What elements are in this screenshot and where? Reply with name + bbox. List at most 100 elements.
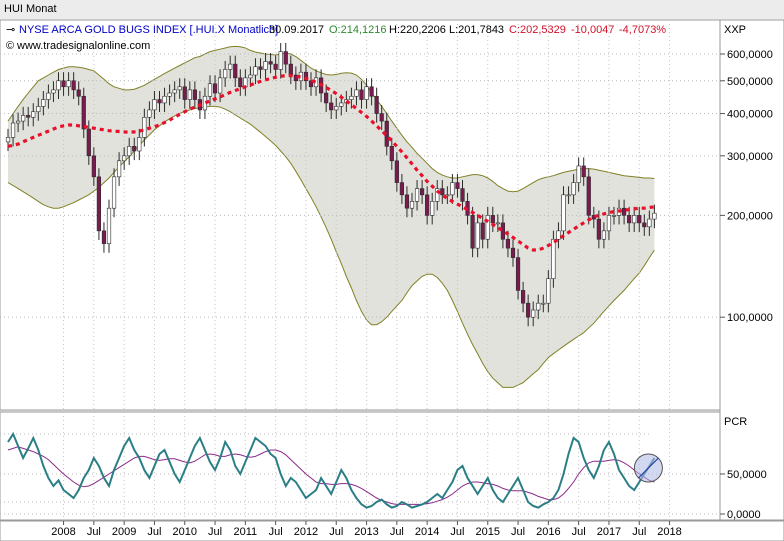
candle-body xyxy=(117,160,122,178)
x-tick-label: Jul xyxy=(87,526,101,538)
candle-body xyxy=(339,102,344,107)
header-close: C:202,5329 xyxy=(509,24,566,36)
candle-body xyxy=(127,146,132,157)
candle-body xyxy=(76,89,81,97)
candle-body xyxy=(329,102,334,111)
candle-body xyxy=(303,71,309,82)
candle-body xyxy=(41,99,46,107)
candle-body xyxy=(96,176,101,232)
price-tick-label: 200,0000 xyxy=(727,210,773,222)
candle-body xyxy=(475,222,480,249)
candle-body xyxy=(71,80,76,91)
x-tick-label: 2017 xyxy=(597,526,621,538)
candle-body xyxy=(470,215,475,249)
candle-body xyxy=(652,212,657,220)
candle-body xyxy=(510,247,516,258)
candle-body xyxy=(223,69,228,79)
candle-body xyxy=(531,309,536,318)
candle-body xyxy=(430,201,435,216)
candle-body xyxy=(324,92,329,104)
pcr-signal-line xyxy=(7,446,655,505)
price-tick-label: 300,0000 xyxy=(727,151,773,163)
candle-body xyxy=(122,155,127,162)
candle-body xyxy=(556,230,561,240)
candle-body xyxy=(561,194,566,232)
window-title-bar[interactable]: HUI Monat xyxy=(0,0,784,20)
candle-body xyxy=(21,115,26,122)
x-tick-label: 2014 xyxy=(415,526,439,538)
candle-body xyxy=(546,278,551,304)
bollinger-band-fill xyxy=(8,46,655,388)
bollinger-band-layer xyxy=(7,45,655,388)
candle-body xyxy=(571,182,576,196)
candle-body xyxy=(106,207,112,244)
candle-body xyxy=(606,215,612,232)
x-tick-label: 2008 xyxy=(51,526,75,538)
candle-body xyxy=(177,86,182,91)
candle-body xyxy=(137,137,142,152)
candle-body xyxy=(91,155,96,178)
candle-body xyxy=(425,194,430,216)
candle-body xyxy=(167,92,172,97)
candle-body xyxy=(283,51,288,65)
header-open: O:214,1216 xyxy=(329,24,387,36)
candle-body xyxy=(369,86,374,97)
pcr-lines-layer xyxy=(7,431,663,509)
candle-body xyxy=(490,215,495,224)
candle-body xyxy=(374,95,379,114)
candle-body xyxy=(101,230,107,244)
indicator-label: PCR xyxy=(724,416,747,428)
candle-body xyxy=(404,194,410,209)
header-source: www.tradesignalonline.com xyxy=(16,40,150,52)
scale-label: XXP xyxy=(724,24,746,36)
price-tick-label: 100,0000 xyxy=(727,312,773,324)
price-tick-label: 400,0000 xyxy=(727,109,773,121)
x-tick-label: Jul xyxy=(632,526,646,538)
candle-body xyxy=(576,165,581,183)
candle-body xyxy=(601,230,606,240)
candle-body xyxy=(627,215,632,224)
header-date: 30.09.2017 xyxy=(269,24,324,36)
candle-body xyxy=(642,222,647,228)
candle-body xyxy=(349,95,354,100)
x-tick-label: 2012 xyxy=(294,526,318,538)
candle-body xyxy=(31,111,36,118)
candle-body xyxy=(354,89,359,97)
candle-body xyxy=(248,74,253,79)
chart-header: ⊸ NYSE ARCA GOLD BUGS INDEX [.HUI.X Mona… xyxy=(6,24,666,52)
candle-body xyxy=(621,207,627,216)
candle-body xyxy=(278,51,283,70)
candle-body xyxy=(364,86,369,100)
header-instrument: NYSE ARCA GOLD BUGS INDEX [.HUI.X Monatl… xyxy=(19,24,278,36)
candle-body xyxy=(132,146,137,152)
candle-body xyxy=(581,165,586,178)
candle-body xyxy=(480,222,485,240)
x-tick-label: 2011 xyxy=(234,526,258,538)
candle-body xyxy=(399,182,405,196)
header-marker-icon: ⊸ xyxy=(6,24,15,36)
x-tick-label: Jul xyxy=(147,526,161,538)
header-change-pct: -4,7073% xyxy=(619,24,666,36)
bollinger-upper-line xyxy=(7,45,655,193)
candle-body xyxy=(86,128,91,157)
candle-body xyxy=(419,188,425,196)
candle-body xyxy=(218,77,223,94)
candle-body xyxy=(172,89,177,94)
candle-body xyxy=(359,89,364,100)
x-tick-label: 2013 xyxy=(354,526,378,538)
candle-body xyxy=(536,302,541,311)
candle-body xyxy=(460,188,465,202)
y-axis-ticks: 600,0000 500,0000 400,0000 300,0000 200,0000… xyxy=(720,49,773,521)
moving-average-layer xyxy=(7,74,655,252)
pcr-tick-label: 0,0000 xyxy=(727,509,761,521)
header-change: -10,0047 xyxy=(571,24,614,36)
candle-body xyxy=(162,95,167,104)
candle-body xyxy=(253,66,258,76)
chart-canvas[interactable]: 600,0000 500,0000 400,0000 300,0000 200,0000… xyxy=(0,20,784,541)
candle-body xyxy=(379,113,384,122)
candle-body xyxy=(263,61,268,70)
pcr-tick-label: 50,0000 xyxy=(727,469,767,481)
candle-body xyxy=(228,63,233,70)
candle-body xyxy=(632,215,637,224)
